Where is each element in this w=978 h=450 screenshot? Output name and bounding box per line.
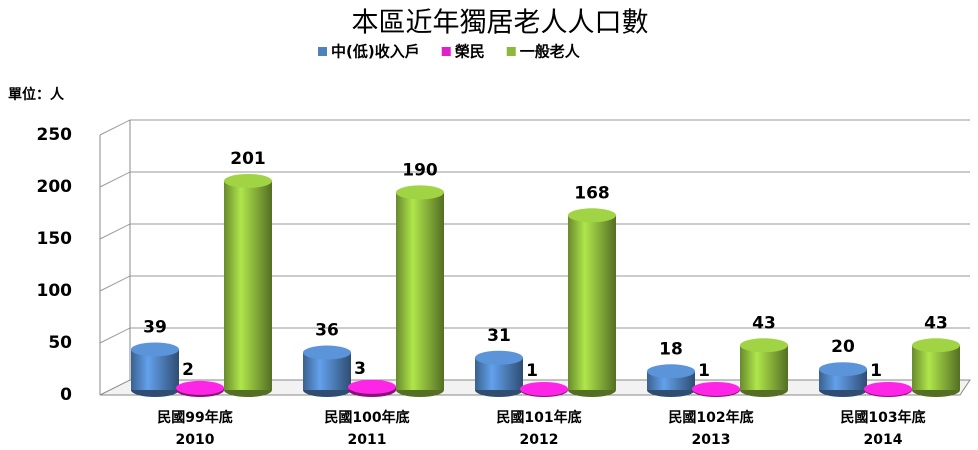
grid-line <box>99 119 970 136</box>
bar <box>396 185 444 397</box>
legend-label: 中(低)收入戶 <box>331 43 420 61</box>
legend-swatch <box>506 47 516 56</box>
bar <box>692 381 740 397</box>
bar <box>224 173 272 397</box>
y-tick-label: 50 <box>48 333 72 353</box>
legend-swatch <box>318 47 327 56</box>
grid-line <box>99 171 970 188</box>
bar-top <box>520 381 568 396</box>
legend-label: 一般老人 <box>520 43 581 61</box>
x-tick-label: 民國103年底 <box>840 409 925 426</box>
bar-top <box>176 380 224 395</box>
y-tick-label: 250 <box>37 125 73 145</box>
data-label: 201 <box>230 149 266 169</box>
bar-top <box>396 185 444 200</box>
unit-label: 單位：人 <box>8 86 65 103</box>
bar <box>819 362 867 397</box>
y-tick-label: 0 <box>60 385 72 405</box>
bar <box>348 379 396 397</box>
bar-top <box>647 364 695 379</box>
bar <box>864 381 912 397</box>
y-tick-label: 200 <box>37 177 73 197</box>
x-tick-sublabel: 2012 <box>520 432 559 448</box>
data-label: 36 <box>315 321 339 341</box>
bar-body <box>568 215 616 390</box>
bar <box>303 345 351 397</box>
bar-body <box>740 345 788 390</box>
bar <box>475 350 523 397</box>
grid-line <box>99 327 970 344</box>
bar-top <box>740 338 788 353</box>
data-label: 43 <box>752 313 776 333</box>
bar-body <box>396 192 444 390</box>
bar-top <box>692 381 740 396</box>
x-tick-sublabel: 2013 <box>692 432 731 448</box>
data-label: 2 <box>182 360 194 380</box>
bar-top <box>568 208 616 223</box>
bar <box>568 208 616 397</box>
chart-title: 本區近年獨居老人人口數 <box>352 8 649 39</box>
grid-line <box>99 223 970 240</box>
bar-top <box>819 362 867 377</box>
data-label: 39 <box>143 317 167 337</box>
y-tick-label: 150 <box>37 229 73 249</box>
data-label: 43 <box>924 313 948 333</box>
data-label: 18 <box>659 339 683 359</box>
bar <box>912 338 960 397</box>
legend-swatch <box>441 47 451 56</box>
bar-top <box>864 381 912 396</box>
x-tick-sublabel: 2011 <box>348 432 387 448</box>
bar-top <box>348 379 396 394</box>
data-label: 1 <box>526 361 538 381</box>
x-tick-label: 民國99年底 <box>157 409 232 426</box>
grid-line <box>99 275 970 292</box>
x-tick-label: 民國102年底 <box>668 409 753 426</box>
bar-body <box>224 180 272 390</box>
bar-top <box>224 173 272 188</box>
x-tick-sublabel: 2010 <box>176 432 215 448</box>
bar <box>740 338 788 397</box>
bar-top <box>303 345 351 360</box>
bar <box>520 381 568 397</box>
bar <box>176 380 224 397</box>
data-label: 1 <box>698 361 710 381</box>
bar-top <box>475 350 523 365</box>
x-tick-label: 民國100年底 <box>324 409 409 426</box>
x-tick-label: 民國101年底 <box>496 409 581 426</box>
bar-top <box>912 338 960 353</box>
data-label: 1 <box>870 361 882 381</box>
bar <box>131 342 179 397</box>
bar-top <box>131 342 179 357</box>
data-label: 31 <box>487 326 511 346</box>
legend-label: 榮民 <box>455 43 485 61</box>
y-tick-label: 100 <box>37 281 73 301</box>
x-tick-sublabel: 2014 <box>864 432 903 448</box>
data-label: 3 <box>354 359 366 379</box>
data-label: 190 <box>402 160 438 180</box>
data-label: 20 <box>831 337 855 357</box>
bar <box>647 364 695 397</box>
bar-body <box>912 345 960 390</box>
data-label: 168 <box>574 183 610 203</box>
